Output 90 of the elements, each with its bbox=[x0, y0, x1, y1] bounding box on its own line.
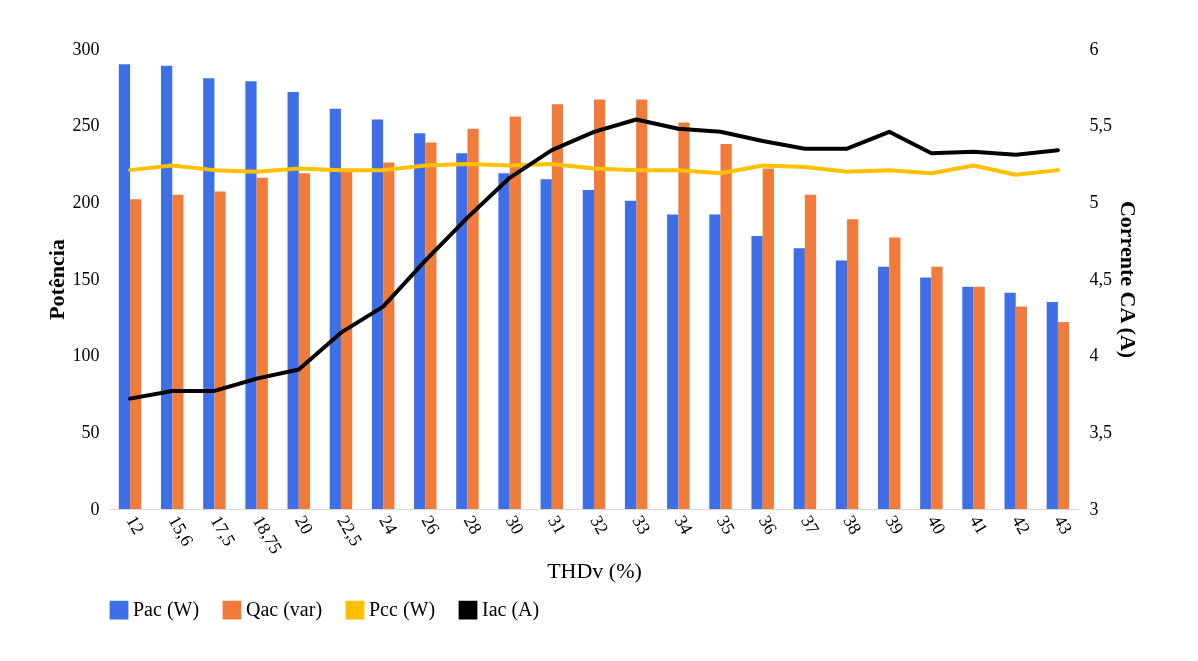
y2-tick-label: 4,5 bbox=[1089, 268, 1112, 289]
bar bbox=[509, 116, 521, 509]
y-tick-label: 100 bbox=[72, 345, 100, 366]
x-tick-label: 37 bbox=[797, 512, 824, 538]
bar bbox=[298, 173, 311, 509]
y-tick-label: 50 bbox=[81, 421, 100, 442]
bar bbox=[931, 266, 943, 509]
bar bbox=[118, 64, 131, 509]
bar bbox=[551, 104, 564, 509]
x-tick-label: 39 bbox=[881, 512, 908, 538]
bar bbox=[383, 162, 395, 509]
bar bbox=[130, 199, 142, 509]
y2-tick-label: 6 bbox=[1089, 38, 1099, 59]
legend-label: Pac (W) bbox=[133, 598, 200, 622]
x-tick-label: 34 bbox=[670, 512, 697, 538]
bar bbox=[667, 214, 679, 509]
bar bbox=[498, 173, 510, 509]
bar bbox=[161, 65, 173, 509]
bar bbox=[203, 78, 215, 509]
x-tick-label: 43 bbox=[1050, 512, 1077, 538]
legend-label: Qac (var) bbox=[246, 598, 323, 622]
bar bbox=[456, 153, 468, 509]
bar bbox=[256, 177, 268, 509]
y-tick-label: 150 bbox=[72, 268, 100, 289]
bar bbox=[877, 266, 890, 509]
x-tick-label: 42 bbox=[1007, 512, 1035, 538]
x-tick-label: 40 bbox=[923, 512, 950, 538]
y2-tick-label: 5 bbox=[1089, 191, 1099, 212]
y2-tick-label: 5,5 bbox=[1089, 115, 1112, 136]
x-axis-title: THDv (%) bbox=[547, 558, 642, 584]
bar bbox=[329, 108, 341, 509]
bar bbox=[582, 190, 594, 509]
x-tick-label: 26 bbox=[417, 512, 444, 538]
x-tick-label: 28 bbox=[459, 512, 486, 538]
bar bbox=[1015, 306, 1027, 509]
bar bbox=[720, 144, 732, 509]
y2-tick-label: 4 bbox=[1089, 345, 1099, 366]
bar bbox=[425, 142, 437, 509]
bar bbox=[762, 168, 774, 509]
bar bbox=[793, 248, 805, 509]
bar bbox=[340, 171, 353, 509]
line-series bbox=[128, 162, 1060, 177]
bar bbox=[751, 236, 763, 509]
bar bbox=[214, 191, 226, 509]
bar bbox=[371, 119, 384, 509]
bar bbox=[624, 200, 637, 509]
x-tick-label: 36 bbox=[754, 512, 782, 538]
x-tick-label: 31 bbox=[544, 512, 571, 538]
bar bbox=[540, 179, 552, 509]
y-tick-label: 200 bbox=[72, 191, 100, 212]
bar bbox=[962, 286, 974, 509]
y-tick-label: 300 bbox=[72, 38, 100, 59]
y2-axis-title: Corrente CA (A) bbox=[1116, 200, 1141, 359]
x-tick-label: 15,6 bbox=[164, 512, 198, 550]
bar bbox=[973, 286, 985, 509]
y-tick-label: 250 bbox=[72, 115, 100, 136]
y-axis-title: Potência bbox=[43, 239, 69, 320]
bar bbox=[287, 91, 299, 509]
bar bbox=[920, 277, 932, 509]
bar bbox=[245, 81, 257, 509]
bar bbox=[835, 260, 848, 509]
bar bbox=[1046, 302, 1058, 509]
y2-tick-label: 3,5 bbox=[1089, 421, 1112, 442]
y2-tick-label: 3 bbox=[1089, 498, 1099, 519]
bar bbox=[1057, 321, 1070, 509]
x-tick-label: 38 bbox=[839, 512, 866, 538]
legend-label: Pcc (W) bbox=[369, 598, 436, 622]
x-tick-label: 30 bbox=[501, 512, 529, 538]
bar bbox=[467, 128, 479, 509]
x-tick-label: 33 bbox=[628, 512, 655, 538]
x-tick-label: 20 bbox=[290, 512, 318, 538]
legend-label: Iac (A) bbox=[482, 598, 540, 622]
bar bbox=[172, 194, 184, 509]
x-tick-label: 32 bbox=[586, 512, 613, 538]
bar bbox=[594, 99, 606, 509]
x-tick-label: 35 bbox=[712, 512, 740, 538]
bar bbox=[889, 237, 901, 509]
bar bbox=[709, 214, 721, 509]
line-series bbox=[128, 117, 1060, 401]
x-tick-label: 17,5 bbox=[206, 512, 240, 550]
bar bbox=[636, 99, 648, 509]
bar bbox=[804, 194, 817, 509]
bar bbox=[1004, 292, 1016, 509]
bar bbox=[414, 133, 426, 509]
bar bbox=[678, 122, 690, 509]
x-tick-label: 41 bbox=[965, 512, 993, 538]
bar bbox=[847, 219, 859, 509]
y-tick-label: 0 bbox=[90, 498, 100, 519]
x-tick-label: 24 bbox=[375, 512, 402, 538]
x-tick-label: 12 bbox=[122, 512, 149, 538]
